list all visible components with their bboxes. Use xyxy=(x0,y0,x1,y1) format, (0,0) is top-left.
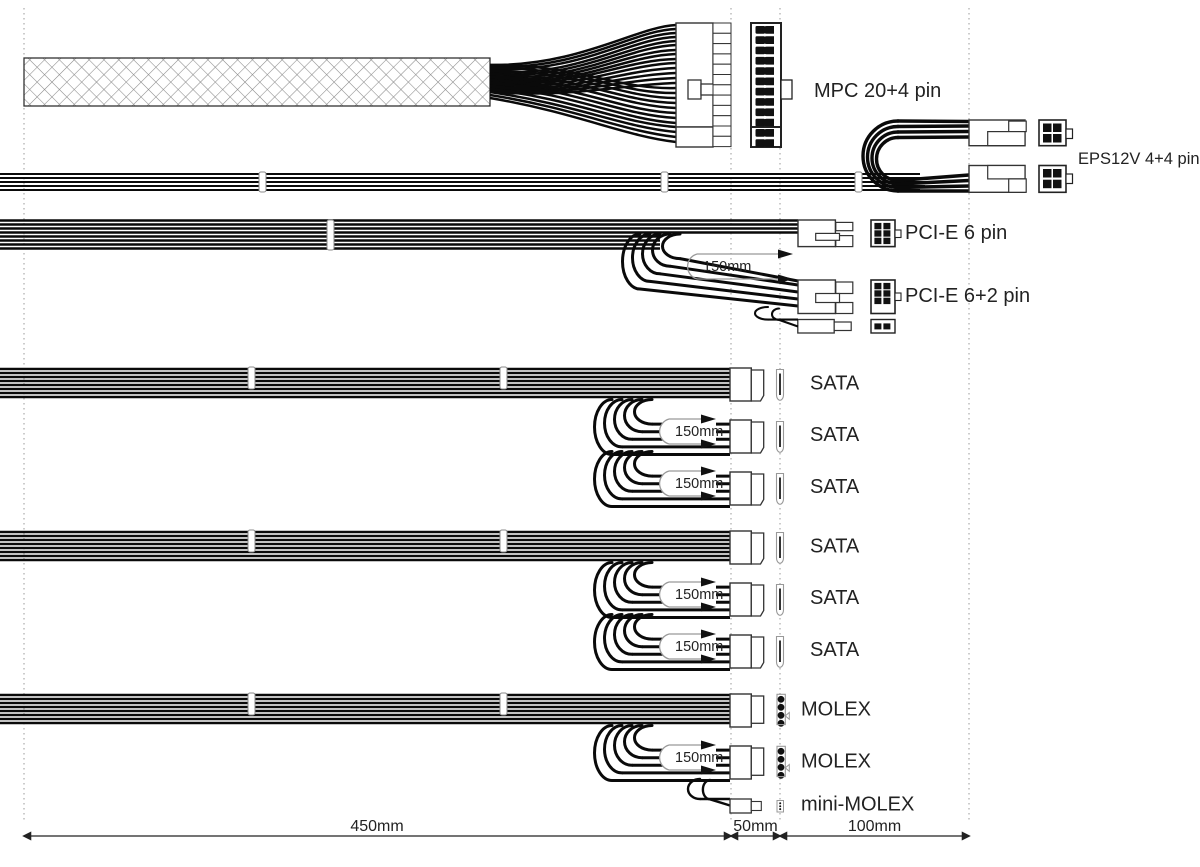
svg-text:MOLEX: MOLEX xyxy=(801,751,871,773)
svg-text:MPC 20+4 pin: MPC 20+4 pin xyxy=(814,80,941,102)
svg-text:SATA: SATA xyxy=(810,639,860,661)
svg-text:SATA: SATA xyxy=(810,536,860,558)
svg-text:PCI-E 6 pin: PCI-E 6 pin xyxy=(905,222,1007,244)
svg-text:PCI-E 6+2 pin: PCI-E 6+2 pin xyxy=(905,285,1030,307)
svg-text:SATA: SATA xyxy=(810,476,860,498)
svg-text:50mm: 50mm xyxy=(733,818,777,835)
svg-text:SATA: SATA xyxy=(810,373,860,395)
svg-text:150mm: 150mm xyxy=(703,259,751,275)
svg-text:EPS12V 4+4 pin: EPS12V 4+4 pin xyxy=(1078,150,1200,168)
svg-text:mini-MOLEX: mini-MOLEX xyxy=(801,794,914,816)
svg-text:SATA: SATA xyxy=(810,424,860,446)
svg-text:450mm: 450mm xyxy=(350,818,403,835)
svg-text:MOLEX: MOLEX xyxy=(801,699,871,721)
svg-text:100mm: 100mm xyxy=(848,818,901,835)
svg-text:SATA: SATA xyxy=(810,587,860,609)
